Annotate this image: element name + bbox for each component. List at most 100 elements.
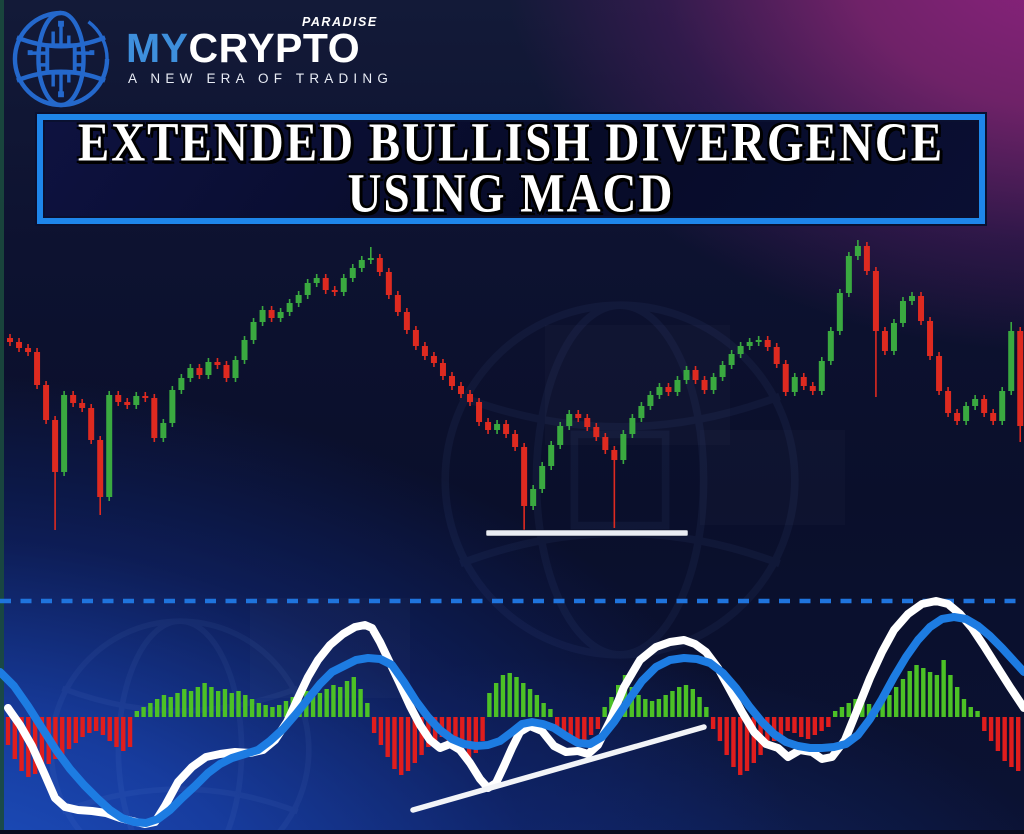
macd-histogram-bar-negative bbox=[1009, 717, 1014, 767]
candle-body bbox=[530, 489, 537, 506]
candle-body bbox=[88, 408, 95, 440]
candle-body bbox=[972, 399, 979, 406]
macd-histogram-bar-positive bbox=[270, 707, 275, 717]
candle-body bbox=[990, 413, 997, 421]
candle-body bbox=[205, 362, 212, 375]
candle-body bbox=[7, 338, 13, 342]
candle-body bbox=[593, 427, 600, 437]
signal-line bbox=[0, 613, 1024, 827]
candle-body bbox=[61, 395, 68, 472]
candle-body bbox=[521, 447, 528, 506]
macd-histogram-bar-negative bbox=[568, 717, 573, 739]
macd-histogram-bar-negative bbox=[127, 717, 133, 747]
candle-body bbox=[268, 310, 275, 318]
macd-histogram-bar-negative bbox=[751, 717, 756, 763]
macd-histogram-bar-positive bbox=[229, 693, 234, 717]
macd-histogram-bar-negative bbox=[819, 717, 824, 731]
candle-body bbox=[936, 356, 943, 391]
macd-histogram-bar-negative bbox=[419, 717, 424, 755]
wordmark-my: MY bbox=[126, 25, 189, 71]
candle-body bbox=[773, 347, 780, 364]
macd-histogram-bar-positive bbox=[955, 687, 960, 717]
candle-body bbox=[584, 418, 591, 427]
candle-body bbox=[800, 377, 807, 386]
candle-body bbox=[430, 356, 437, 363]
candle-body bbox=[25, 348, 32, 352]
candle-body bbox=[286, 303, 293, 312]
candle-body bbox=[899, 301, 906, 323]
candle-body bbox=[304, 283, 311, 295]
macd-histogram-bar-positive bbox=[148, 703, 153, 717]
candle-body bbox=[34, 352, 41, 385]
macd-histogram-bar-positive bbox=[507, 673, 512, 717]
macd-histogram-bar-negative bbox=[121, 717, 126, 751]
candle-body bbox=[259, 310, 266, 322]
macd-histogram-bar-negative bbox=[805, 717, 811, 739]
candle-body bbox=[539, 466, 546, 489]
candle-body bbox=[683, 370, 690, 380]
macd-histogram-bar-positive bbox=[317, 693, 323, 717]
macd-histogram-bar-negative bbox=[792, 717, 797, 733]
macd-histogram-bar-negative bbox=[87, 717, 92, 733]
candle-body bbox=[241, 340, 248, 360]
candle-body bbox=[214, 362, 221, 365]
macd-histogram-bar-positive bbox=[243, 695, 248, 717]
macd-histogram-bar-negative bbox=[100, 717, 106, 735]
candle-body bbox=[358, 260, 365, 268]
macd-histogram-bar-negative bbox=[107, 717, 112, 741]
macd-histogram-bar-negative bbox=[412, 717, 417, 763]
candle-body bbox=[927, 321, 934, 356]
title-line-2: USING MACD bbox=[347, 163, 675, 225]
candle-body bbox=[647, 395, 654, 406]
macd-histogram-bar-negative bbox=[473, 717, 479, 753]
macd-histogram-bar-positive bbox=[697, 697, 702, 717]
candle-body bbox=[611, 450, 618, 460]
macd-histogram-bar-positive bbox=[514, 677, 519, 717]
candle-body bbox=[602, 437, 609, 450]
macd-histogram-bar-positive bbox=[134, 711, 140, 717]
macd-histogram-bar-positive bbox=[914, 665, 919, 717]
candle-body bbox=[954, 413, 961, 421]
candle-body bbox=[151, 398, 158, 438]
candle-body bbox=[313, 278, 320, 283]
macd-histogram-bar-negative bbox=[554, 717, 560, 727]
candle-body bbox=[250, 322, 257, 340]
candle-body bbox=[701, 380, 708, 390]
candle-body bbox=[809, 386, 816, 391]
macd-histogram-bar-negative bbox=[53, 717, 58, 759]
candle-body bbox=[854, 246, 861, 256]
candle-body bbox=[178, 378, 185, 390]
candle-body bbox=[918, 296, 925, 321]
macd-histogram-bar-negative bbox=[812, 717, 818, 735]
candle-body bbox=[575, 414, 582, 418]
left-edge-strip bbox=[0, 0, 4, 834]
candle-body bbox=[331, 290, 338, 292]
macd-histogram-bar-negative bbox=[460, 717, 465, 753]
macd-histogram-bar-negative bbox=[710, 717, 716, 729]
macd-histogram-bar-negative bbox=[371, 717, 377, 733]
macd-histogram-bar-positive bbox=[907, 671, 912, 717]
candle-body bbox=[764, 340, 771, 347]
candle-body bbox=[782, 364, 789, 392]
macd-histogram-bar-negative bbox=[392, 717, 397, 769]
macd-histogram-bar-positive bbox=[921, 668, 926, 717]
candle-body bbox=[70, 395, 77, 403]
macd-histogram-bar-positive bbox=[175, 693, 180, 717]
macd-histogram-bar-negative bbox=[378, 717, 384, 745]
macd-histogram-bar-positive bbox=[636, 695, 641, 717]
candle-body bbox=[503, 424, 510, 434]
macd-histogram-bar-negative bbox=[995, 717, 1001, 751]
candle-body bbox=[945, 391, 952, 413]
candle-body bbox=[557, 426, 564, 445]
candle-body bbox=[746, 342, 753, 346]
macd-histogram-bar-negative bbox=[731, 717, 736, 767]
macd-histogram-bar-negative bbox=[575, 717, 580, 743]
title-line-1: EXTENDED BULLISH DIVERGENCE bbox=[77, 112, 945, 174]
macd-histogram-bar-positive bbox=[182, 689, 187, 717]
macd-histogram-bar-negative bbox=[588, 717, 594, 735]
macd-histogram-bar-positive bbox=[548, 709, 553, 717]
candle-body bbox=[872, 271, 879, 331]
macd-histogram-bar-positive bbox=[677, 687, 682, 717]
macd-histogram-bar-positive bbox=[670, 691, 675, 717]
macd-histogram-bar-positive bbox=[866, 704, 872, 717]
